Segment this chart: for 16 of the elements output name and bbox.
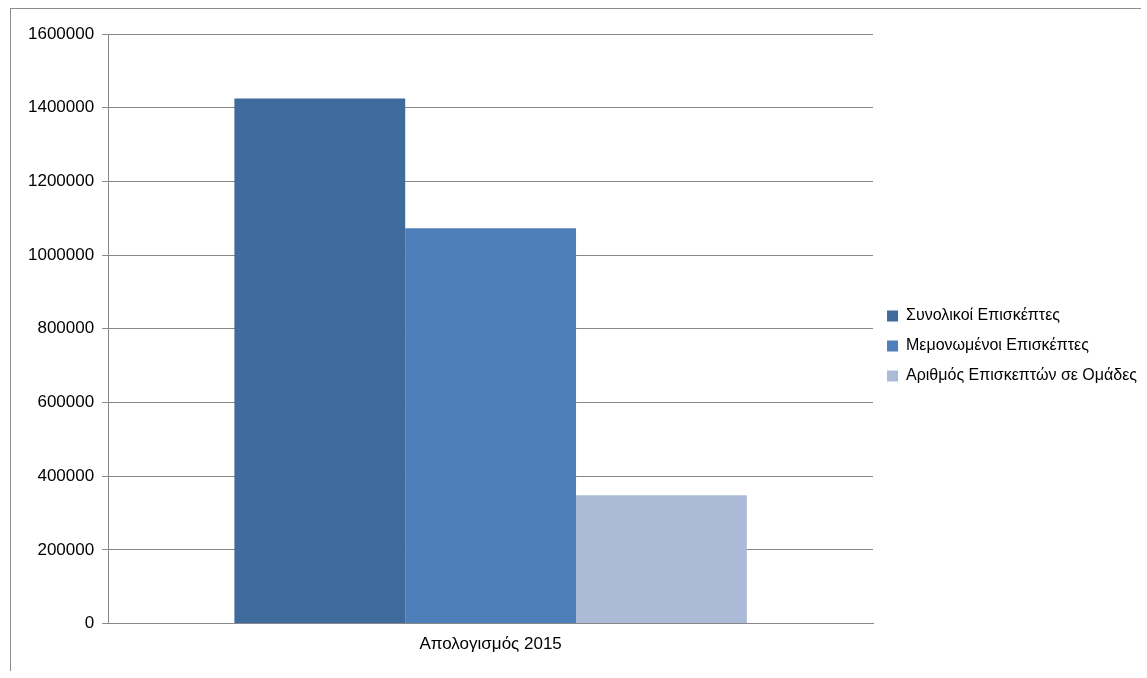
y-tick-label: 1200000 bbox=[27, 171, 95, 191]
bar bbox=[234, 98, 406, 624]
y-tick-label: 1400000 bbox=[27, 97, 95, 117]
legend-label: Συνολικοί Επισκέπτες bbox=[906, 306, 1061, 324]
legend-label: Μεμονωμένοι Επισκέπτες bbox=[906, 336, 1090, 354]
y-tick-label: 800000 bbox=[37, 318, 95, 338]
y-tick-label: 0 bbox=[84, 613, 95, 633]
y-tick-label: 1600000 bbox=[27, 23, 95, 43]
y-tick-label: 200000 bbox=[37, 539, 95, 559]
x-tick-label: Απολογισμός 2015 bbox=[419, 634, 562, 654]
bar bbox=[576, 495, 747, 624]
y-tick-label: 1000000 bbox=[27, 244, 95, 264]
y-tick-label: 600000 bbox=[37, 392, 95, 412]
y-tick-label: 400000 bbox=[37, 465, 95, 485]
legend-label: Αριθμός Επισκεπτών σε Ομάδες bbox=[906, 366, 1138, 384]
bar bbox=[405, 228, 577, 624]
